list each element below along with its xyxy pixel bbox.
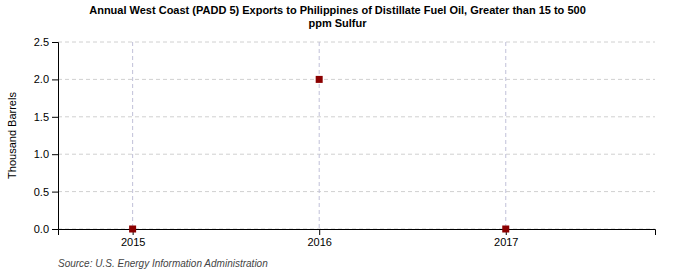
tick-label: 2.5 [34,36,49,48]
grid-line [58,42,655,43]
grid-line [319,42,320,229]
point [316,76,323,83]
point [502,226,509,233]
tick: 1.0 [34,148,58,160]
axis-line [52,43,59,230]
tick-mark [319,229,320,235]
tick-mark [52,117,58,118]
point [129,226,136,233]
y-axis-title: Thousand Barrels [6,92,18,179]
tick-label: 1.0 [34,148,49,160]
chart: 2015 2016 2017 0.0 0.5 1.0 1.5 2.0 2.5 Thousand B… [0,0,675,275]
tick-mark [52,42,58,43]
y-axis: 0.0 0.5 1.0 1.5 2.0 2.5 [34,36,59,235]
tick-label: 2015 [121,236,145,248]
tick: 2.5 [34,36,58,48]
tick-label: 0.0 [34,223,49,235]
tick: 2016 [307,229,331,248]
grid-line [58,154,655,155]
points [129,76,509,233]
tick-label: 2016 [307,236,331,248]
tick: 1.5 [34,111,58,123]
tick-label: 1.5 [34,111,49,123]
tick-label: 0.5 [34,186,49,198]
annotation: Source: U.S. Energy Information Administ… [58,258,268,269]
tick: 0.0 [34,223,58,235]
tick-label: 2017 [494,236,518,248]
tick: 2.0 [34,73,58,85]
grid-line [58,79,655,80]
tick-mark [52,154,58,155]
tick-mark [52,229,58,230]
grid-line [505,42,506,229]
grid-line [58,191,655,192]
axis-line [59,230,656,236]
plot: 2015 2016 2017 0.0 0.5 1.0 1.5 2.0 2.5 [34,36,656,248]
grid-line [58,116,655,117]
tick: 0.5 [34,186,58,198]
grid-line [132,42,133,229]
tick-mark [52,192,58,193]
x-axis: 2015 2016 2017 [59,229,656,248]
title: Annual West Coast (PADD 5) Exports to Ph… [89,4,586,29]
tick-mark [52,79,58,80]
grid [58,42,655,229]
tick-label: 2.0 [34,73,49,85]
